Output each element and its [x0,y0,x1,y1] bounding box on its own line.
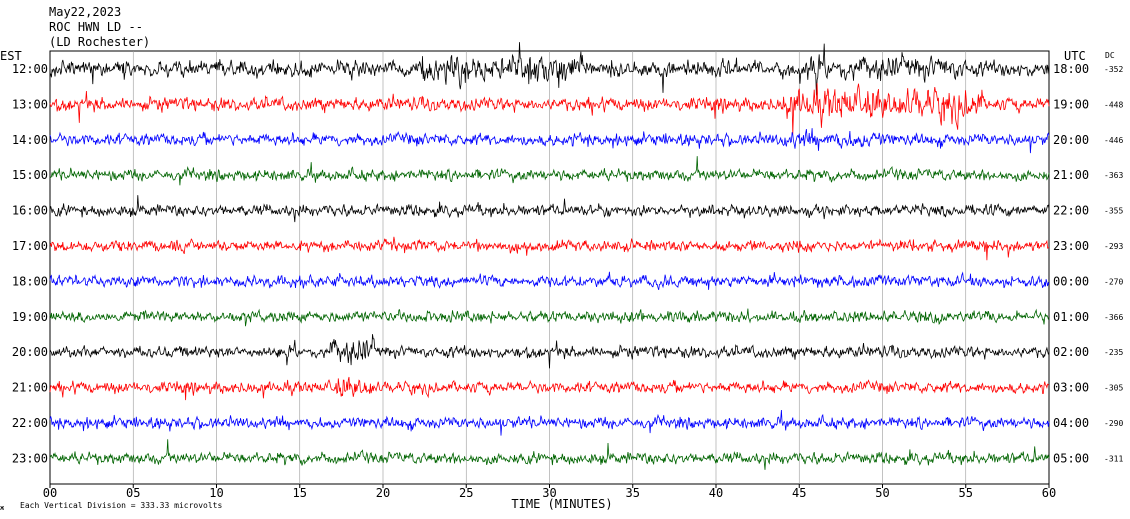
row-label-est: 19:00 [12,310,48,324]
row-label-utc: 23:00 [1053,239,1089,253]
row-label-dc: -366 [1104,313,1123,322]
dc-column-header: DC [1105,51,1115,60]
seismic-trace [49,439,1050,470]
seismic-trace [49,42,1050,96]
row-label-dc: -355 [1104,207,1123,216]
row-label-est: 21:00 [12,381,48,395]
row-label-dc: -270 [1104,277,1123,286]
row-label-utc: 18:00 [1053,62,1089,76]
x-tick-label: 25 [459,486,473,500]
row-label-dc: -293 [1104,242,1123,251]
row-labels: 00 05 10 15 20 25 30 35 40 45 50 55 60 12:00 18:00 -352… [12,62,1124,500]
x-tick-label: 45 [792,486,806,500]
row-label-dc: -363 [1104,171,1123,180]
header-date: May22,2023 [49,5,121,19]
x-tick-label: 50 [875,486,889,500]
row-label-utc: 04:00 [1053,416,1089,430]
trace-layer [49,42,1050,470]
x-tick-label: 55 [959,486,973,500]
seismic-trace [49,156,1050,186]
row-label-est: 15:00 [12,168,48,182]
seismic-trace [49,83,1050,135]
row-label-dc: -448 [1104,100,1123,109]
grid-lines [49,50,1050,488]
row-label-dc: -235 [1104,348,1123,357]
row-label-est: 20:00 [12,345,48,359]
vertical-scale-note: Each Vertical Division = 333.33 microvol… [20,501,222,510]
row-label-utc: 01:00 [1053,310,1089,324]
row-label-utc: 03:00 [1053,381,1089,395]
row-label-utc: 20:00 [1053,133,1089,147]
corner-mark-icon: ж [0,504,5,512]
header-station: ROC HWN LD -- [49,20,143,34]
left-timezone-label: EST [0,49,22,63]
x-tick-label: 30 [542,486,556,500]
row-label-dc: -446 [1104,136,1123,145]
seismic-trace [49,334,1050,369]
x-axis-title: TIME (MINUTES) [511,497,612,511]
seismic-trace [49,236,1050,261]
x-tick-label: 60 [1042,486,1056,500]
row-label-utc: 05:00 [1053,451,1089,465]
seismic-trace [49,271,1050,291]
row-label-utc: 19:00 [1053,97,1089,111]
row-label-utc: 02:00 [1053,345,1089,359]
row-label-est: 13:00 [12,97,48,111]
seismic-trace [49,195,1050,223]
row-label-dc: -311 [1104,454,1123,463]
x-tick-label: 00 [43,486,57,500]
row-label-dc: -305 [1104,384,1123,393]
x-tick-label: 05 [126,486,140,500]
seismic-trace [49,128,1050,154]
x-tick-label: 15 [293,486,307,500]
row-label-est: 17:00 [12,239,48,253]
row-label-dc: -290 [1104,419,1123,428]
row-label-dc: -352 [1104,65,1123,74]
row-label-est: 14:00 [12,133,48,147]
seismic-trace [49,409,1050,436]
header-location: (LD Rochester) [49,35,150,49]
x-tick-label: 20 [376,486,390,500]
right-timezone-label: UTC [1064,49,1086,63]
x-tick-label: 40 [709,486,723,500]
row-label-est: 22:00 [12,416,48,430]
row-label-est: 18:00 [12,274,48,288]
x-tick-label: 35 [626,486,640,500]
row-label-est: 16:00 [12,204,48,218]
seismic-trace [49,308,1050,327]
row-label-est: 12:00 [12,62,48,76]
x-tick-label: 10 [209,486,223,500]
row-label-est: 23:00 [12,451,48,465]
row-label-utc: 00:00 [1053,274,1089,288]
row-label-utc: 22:00 [1053,204,1089,218]
seismic-trace [49,376,1050,401]
row-label-utc: 21:00 [1053,168,1089,182]
